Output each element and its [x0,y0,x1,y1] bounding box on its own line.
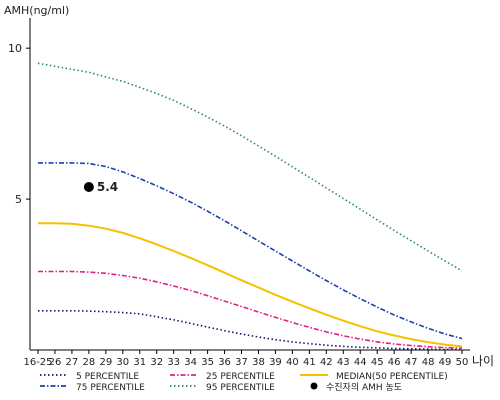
x-axis-label: 나이 [472,354,494,368]
x-tick-label: 45 [371,357,384,368]
x-tick-label: 39 [269,357,282,368]
legend-label: 75 PERCENTILE [76,383,145,393]
annotation: 5.4 [83,180,118,194]
x-tick-label: 32 [150,357,163,368]
x-tick-label: 28 [83,357,96,368]
y-tick-label: 10 [8,42,22,55]
patient-amh-value: 5.4 [97,180,118,194]
x-tick-label: 47 [405,357,418,368]
x-tick-label: 46 [388,357,401,368]
legend-label: 수진자의 AMH 농도 [326,382,402,393]
x-tick-label: 50 [456,357,469,368]
x-tick-label: 35 [201,357,214,368]
x-tick-label: 34 [184,357,197,368]
series-95-percentile [37,62,463,272]
x-tick-label: 48 [422,357,435,368]
x-tick-label: 27 [66,357,79,368]
series-75-percentile [38,162,463,340]
legend-label: 95 PERCENTILE [206,383,275,393]
x-tick-label: 42 [320,357,333,368]
x-tick-label: 43 [337,357,350,368]
series-lines [37,62,463,351]
x-tick-label: 29 [99,357,112,368]
x-tick-label: 16-25 [23,357,52,368]
series-5-percentile [38,309,462,351]
x-tick-label: 26 [49,357,62,368]
series-25-percentile [38,270,463,349]
x-tick-label: 36 [218,357,231,368]
x-tick-label: 37 [235,357,248,368]
x-tick-label: 44 [354,357,367,368]
patient-amh-point [83,182,94,193]
x-tick-label: 30 [116,357,129,368]
x-tick-label: 33 [167,357,180,368]
x-tick-label: 38 [252,357,265,368]
y-ticks: 5 10 [8,42,30,206]
legend-point-marker [310,382,318,390]
legend: 5 PERCENTILE 25 PERCENTILE MEDIAN(50 PERCE… [40,372,448,393]
legend-label: 5 PERCENTILE [76,372,139,382]
legend-label: 25 PERCENTILE [206,372,275,382]
y-tick-label: 5 [15,193,22,206]
y-axis-label: AMH(ng/ml) [4,4,69,17]
series-median-50-percentile [38,222,463,348]
x-tick-label: 49 [439,357,452,368]
x-tick-label: 40 [286,357,299,368]
x-tick-label: 41 [303,357,316,368]
legend-label: MEDIAN(50 PERCENTILE) [336,372,448,382]
x-tick-label: 31 [133,357,146,368]
